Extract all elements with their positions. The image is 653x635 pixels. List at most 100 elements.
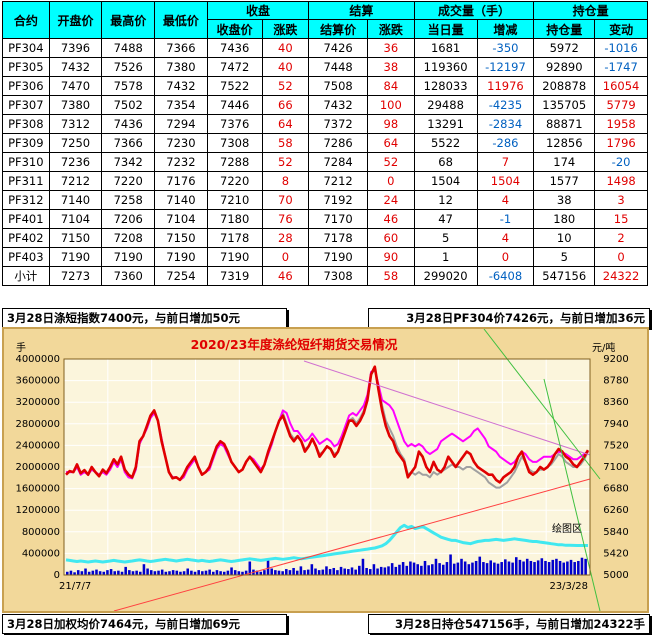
volume-bar [106, 570, 109, 575]
cell-open: 7273 [48, 266, 103, 286]
volume-bar [66, 571, 69, 575]
cell-close: 7436 [206, 38, 263, 58]
right-tick-label: 7100 [603, 462, 628, 473]
volume-bar [504, 559, 507, 575]
cell-volume: 119360 [413, 57, 478, 77]
volume-bar [332, 567, 336, 575]
right-tick-label: 6680 [603, 484, 628, 495]
volume-bar [149, 570, 153, 575]
cell-settle: 7190 [308, 247, 369, 267]
volume-bar [562, 562, 566, 575]
cell-oi-chg: 2 [594, 228, 648, 248]
cell-high: 7578 [101, 76, 156, 96]
watermark-label: 绘图区 [552, 522, 582, 535]
left-tick-label: 0 [54, 570, 60, 581]
volume-bar [328, 569, 332, 575]
volume-bar [555, 558, 558, 575]
volume-bar [438, 563, 441, 575]
volume-bar [533, 562, 536, 575]
magenta-price-line [66, 368, 589, 481]
volume-bar [182, 571, 186, 575]
cell-open: 7104 [48, 209, 103, 229]
volume-bar [445, 562, 449, 575]
volume-bar [569, 559, 573, 575]
table-header-row-1: 合约 开盘价 最高价 最低价 收盘 结算 成交量（手） 持仓量 [2, 1, 648, 39]
volume-bar [368, 569, 372, 575]
volume-bar [339, 566, 343, 575]
volume-bar [131, 571, 135, 575]
cell-oi: 5972 [533, 38, 596, 58]
volume-bar [361, 558, 365, 575]
cell-close-chg: 70 [261, 190, 310, 210]
cell-vol-chg: -1 [476, 209, 535, 229]
volume-bar [420, 565, 423, 575]
volume-bar [493, 562, 496, 575]
cell-close: 7446 [206, 95, 263, 115]
volume-bar [350, 567, 354, 575]
volume-bar [222, 571, 226, 575]
volume-bar [299, 566, 303, 575]
volume-bar [478, 556, 482, 575]
cell-settle: 7178 [308, 228, 369, 248]
header-oi-group: 持仓量 [533, 1, 648, 20]
cell-oi: 38 [533, 190, 596, 210]
volume-bar [120, 571, 124, 575]
volume-bar [325, 566, 328, 575]
volume-bar [215, 570, 219, 575]
table-row: PF305 7432 7526 7380 7472 40 7448 38 119360 -1219… [2, 57, 648, 77]
right-tick-label: 5000 [603, 570, 628, 581]
cell-open: 7140 [48, 190, 103, 210]
cell-vol-chg: -2834 [476, 114, 535, 134]
volume-bar [102, 571, 106, 575]
volume-bar [544, 560, 547, 575]
volume-bar [171, 570, 175, 575]
right-tick-label: 9200 [603, 354, 628, 365]
volume-bar [113, 571, 117, 575]
cell-close-chg: 40 [261, 57, 310, 77]
volume-bar [109, 569, 113, 575]
left-tick-label: 2400000 [15, 440, 60, 451]
volume-bar [441, 564, 445, 575]
volume-bar [76, 570, 80, 575]
cell-oi: 10 [533, 228, 596, 248]
volume-bar [157, 570, 160, 575]
volume-bar [558, 560, 562, 575]
cell-vol-chg: -350 [476, 38, 535, 58]
volume-bar [336, 570, 339, 575]
table-row: PF311 7212 7220 7176 7220 8 7212 0 1504 1504 1577 1… [2, 171, 648, 191]
volume-bar [95, 569, 98, 575]
quote-table: 合约 开盘价 最高价 最低价 收盘 结算 成交量（手） 持仓量 收盘价 涨跌 结… [2, 1, 648, 286]
volume-bar [292, 567, 295, 575]
cell-volume: 5522 [413, 133, 478, 153]
volume-bar [295, 570, 299, 575]
cell-contract: PF402 [2, 228, 50, 248]
x-start-label: 21/7/7 [59, 581, 91, 592]
volume-bar [303, 570, 306, 575]
volume-bar [518, 559, 522, 575]
summary-open-interest: 3月28日持仓547156手，与前日增加24322手 [368, 614, 650, 634]
volume-bar [485, 563, 489, 575]
table-row: PF403 7190 7190 7190 7190 0 7190 90 1 0 5 0 [2, 247, 648, 267]
cell-open: 7190 [48, 247, 103, 267]
cell-volume: 1681 [413, 38, 478, 58]
cell-close-chg: 52 [261, 152, 310, 172]
cell-settle-chg: 100 [367, 95, 415, 115]
table-row: 小计 7273 7360 7254 7319 46 7308 58 299020 -6408 547… [2, 266, 648, 286]
header-open: 开盘价 [48, 1, 103, 39]
cell-open: 7380 [48, 95, 103, 115]
volume-bar [536, 560, 540, 575]
cell-contract: PF304 [2, 38, 50, 58]
volume-bar [237, 571, 241, 575]
header-settle-change: 涨跌 [367, 19, 415, 39]
cell-close-chg: 52 [261, 76, 310, 96]
volume-bar [405, 565, 409, 575]
cell-oi-chg: 16054 [594, 76, 648, 96]
table-row: PF308 7312 7436 7294 7376 64 7372 98 13291 -2834 8… [2, 114, 648, 134]
cell-low: 7354 [154, 95, 208, 115]
left-tick-label: 2800000 [15, 419, 60, 430]
header-settle-price: 结算价 [308, 19, 369, 39]
volume-bar [314, 568, 317, 575]
volume-bar [500, 562, 503, 575]
cell-close: 7472 [206, 57, 263, 77]
